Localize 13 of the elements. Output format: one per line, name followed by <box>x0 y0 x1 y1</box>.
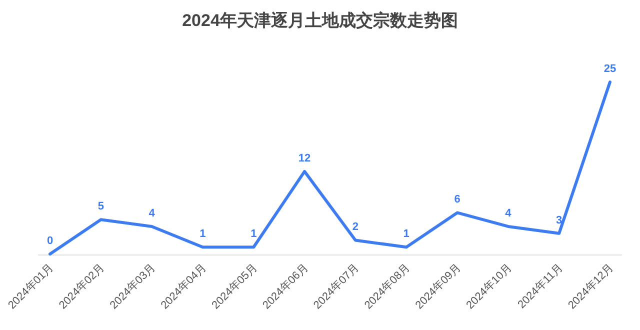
data-label: 5 <box>98 200 104 213</box>
data-label: 1 <box>403 228 410 240</box>
data-label: 3 <box>556 214 562 226</box>
data-label: 6 <box>454 194 460 206</box>
data-label: 4 <box>148 207 156 220</box>
chart-title: 2024年天津逐月土地成交宗数走势图 <box>182 11 458 30</box>
data-label: 4 <box>505 207 512 220</box>
data-label: 1 <box>200 228 206 240</box>
data-label: 0 <box>46 235 54 247</box>
data-label: 12 <box>298 152 311 164</box>
data-label: 25 <box>604 63 616 75</box>
data-label: 1 <box>250 228 257 240</box>
data-label: 2 <box>352 221 359 234</box>
